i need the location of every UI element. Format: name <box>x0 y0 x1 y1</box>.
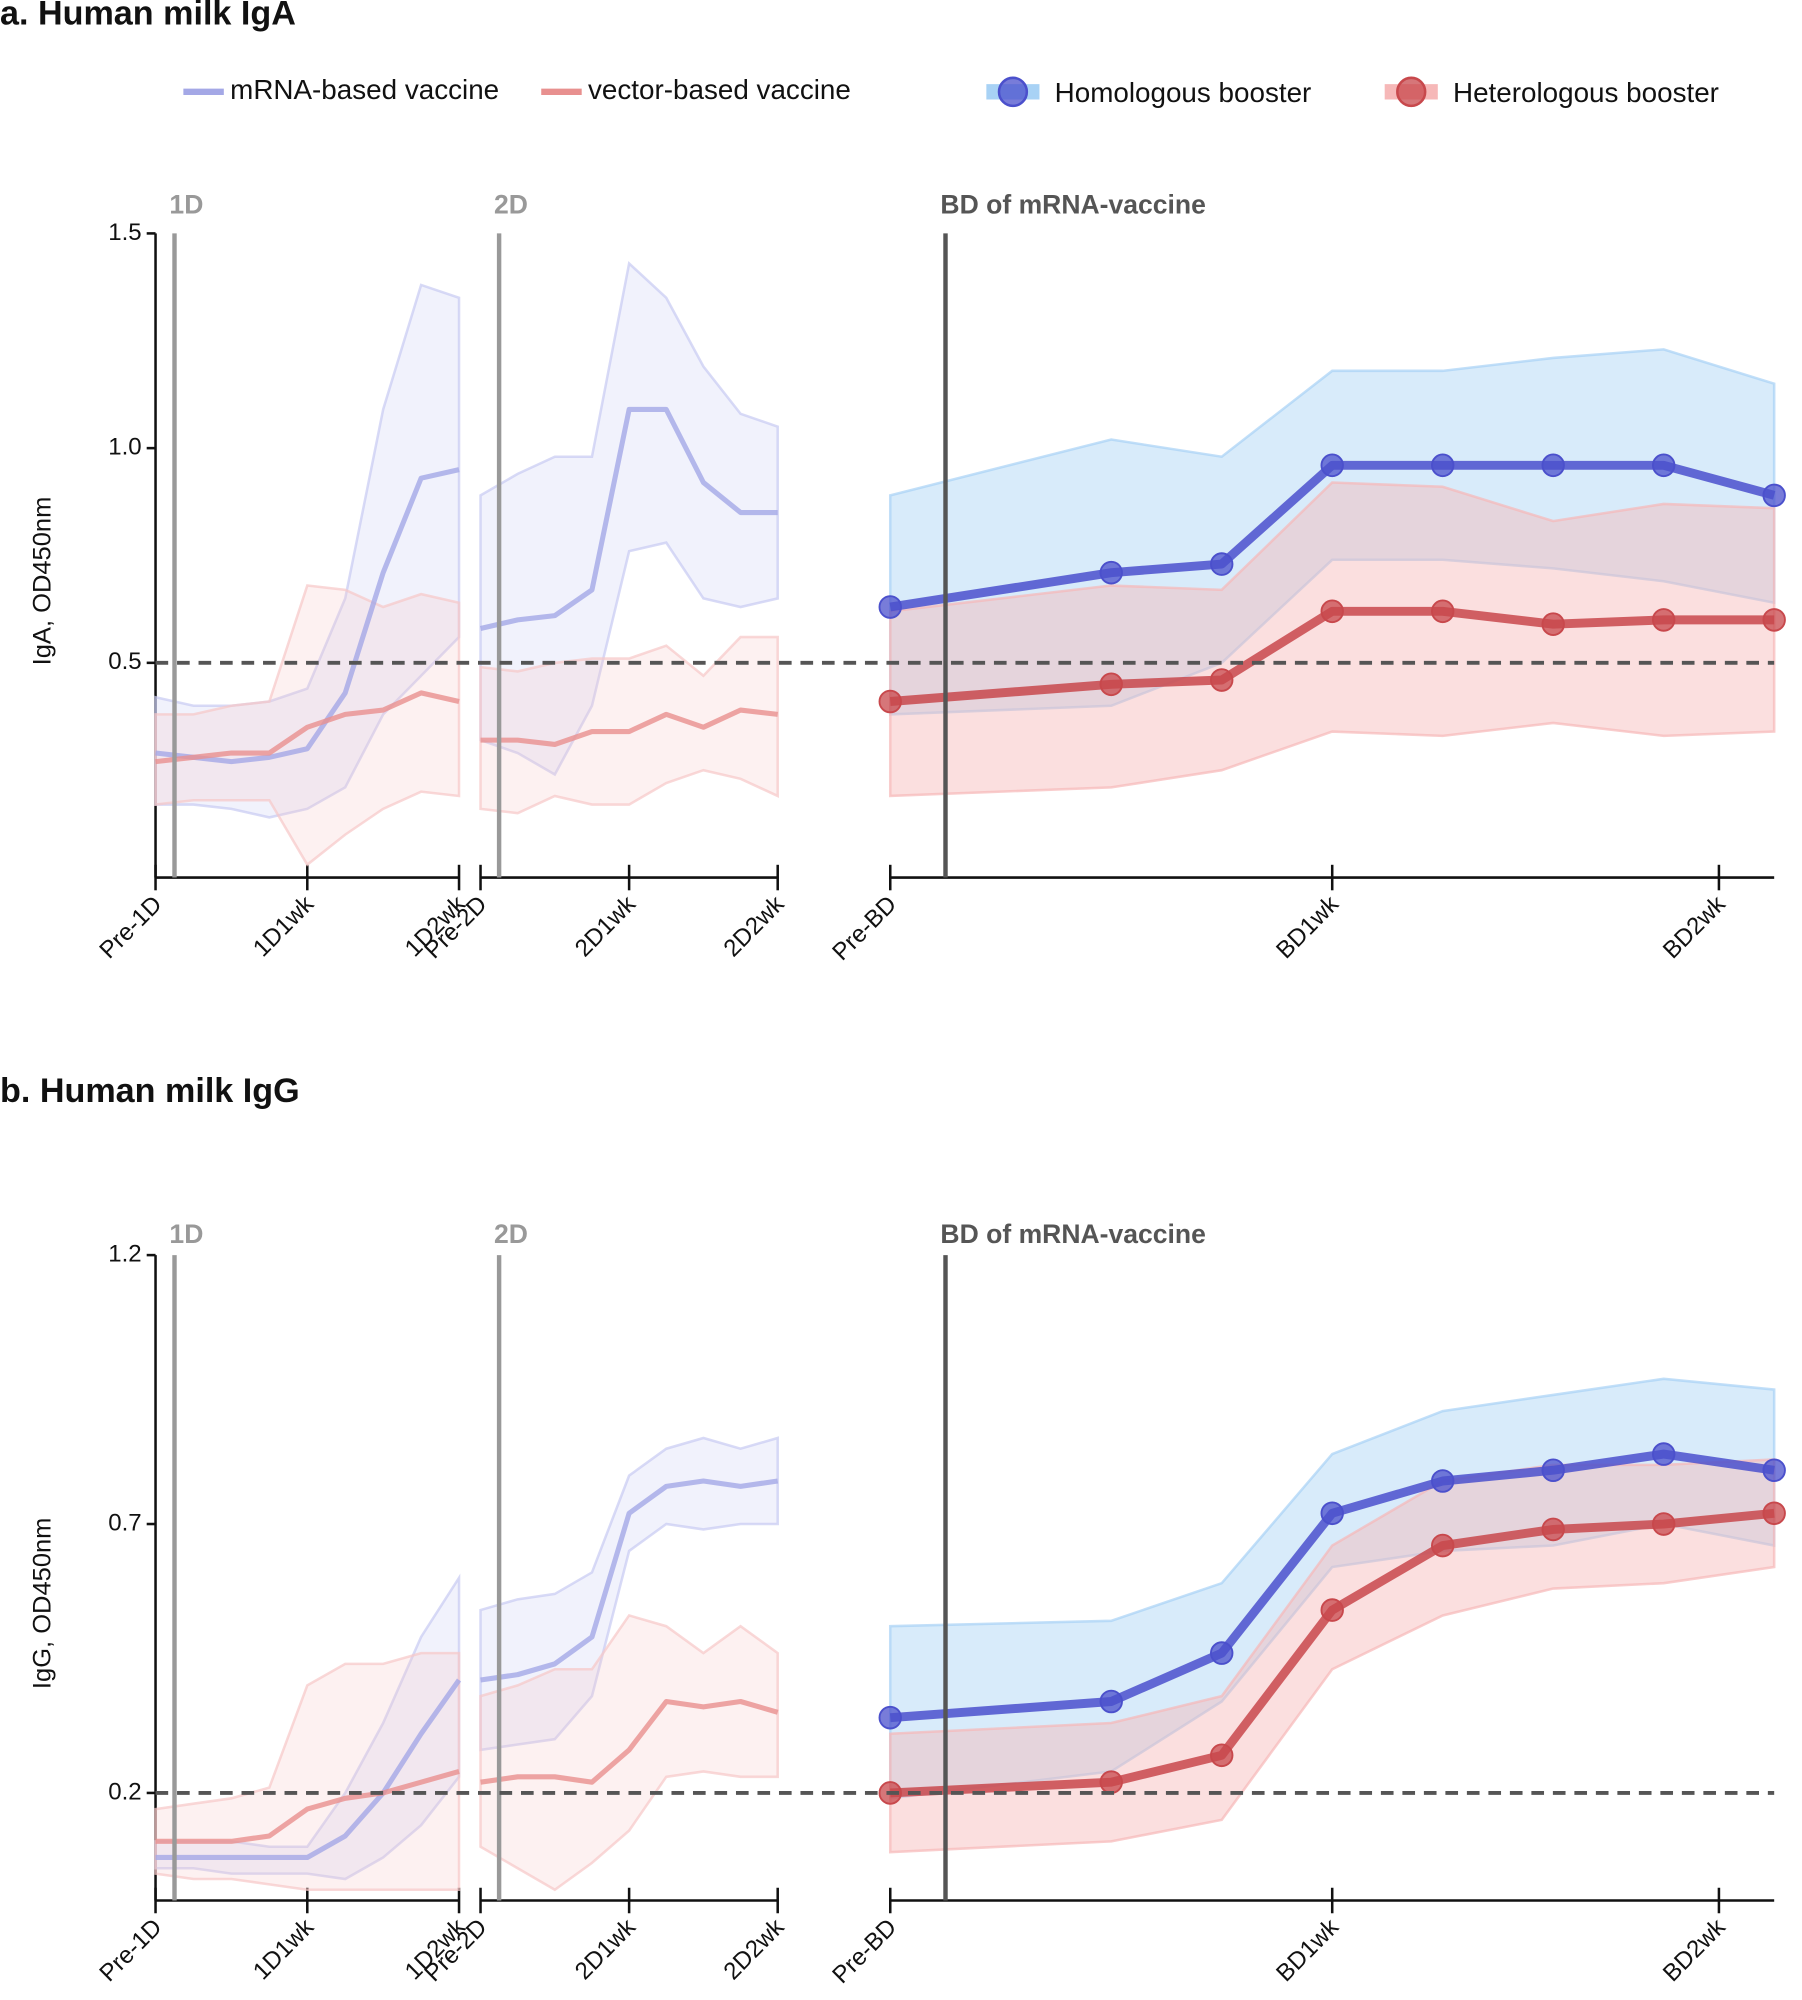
y-tick-label: 1.2 <box>108 1240 141 1267</box>
series-line <box>889 460 1776 612</box>
data-point <box>1541 1458 1565 1483</box>
event-label: BD of mRNA-vaccine <box>940 190 1205 220</box>
data-point <box>1099 1770 1123 1794</box>
band <box>479 1436 779 1752</box>
y-tick-label: 0.2 <box>108 1778 141 1805</box>
data-point <box>1541 453 1565 478</box>
data-point <box>1541 1517 1565 1542</box>
data-point <box>1210 1743 1234 1768</box>
y-tick-label: 0.7 <box>108 1509 141 1536</box>
x-tick-label: BD2wk <box>1658 890 1731 964</box>
legend-label: mRNA-based vaccine <box>230 74 499 105</box>
legend-label: Homologous booster <box>1055 77 1312 108</box>
x-tick-label: Pre-BD <box>827 891 902 966</box>
data-point <box>1762 483 1786 508</box>
data-point <box>1099 1689 1123 1714</box>
event-label: 1D <box>169 1219 203 1249</box>
event-label: 2D <box>494 1219 528 1249</box>
band <box>479 635 779 815</box>
data-point <box>878 689 902 714</box>
event-label: BD of mRNA-vaccine <box>940 1219 1205 1249</box>
data-point <box>1099 672 1123 697</box>
data-point <box>1431 453 1455 478</box>
series-line <box>155 467 460 765</box>
band <box>888 1458 1776 1854</box>
x-tick-label: Pre-1D <box>95 891 168 964</box>
data-point <box>1651 1512 1676 1536</box>
series-line <box>155 690 460 765</box>
series-line <box>890 1508 1775 1798</box>
data-point <box>878 595 902 619</box>
data-point <box>1320 453 1344 478</box>
series-line <box>480 1698 779 1785</box>
band <box>479 260 779 777</box>
legend-marker <box>997 76 1029 108</box>
x-tick-label: 1D1wk <box>248 1913 320 1985</box>
x-tick-label: BD1wk <box>1271 1913 1344 1987</box>
x-tick-label: Pre-1D <box>95 1914 168 1987</box>
panel-title: b. Human milk IgG <box>0 1072 300 1110</box>
y-tick-label: 1.5 <box>108 219 141 246</box>
data-point <box>1651 1442 1676 1466</box>
series-line <box>480 1478 779 1683</box>
y-axis-label: IgA, OD450nm <box>29 497 57 666</box>
legend-label: Heterologous booster <box>1453 77 1719 108</box>
panel-title: a. Human milk IgA <box>0 0 296 32</box>
band <box>888 481 1776 798</box>
x-tick-label: 2D1wk <box>570 890 642 962</box>
data-point <box>1210 668 1234 692</box>
series-line <box>889 1449 1775 1723</box>
data-point <box>1541 612 1565 636</box>
data-point <box>1320 1598 1344 1622</box>
data-point <box>1762 1458 1786 1483</box>
data-point <box>1762 1501 1786 1526</box>
data-point <box>1651 608 1676 632</box>
series-line <box>479 406 778 631</box>
event-label: 2D <box>494 190 528 220</box>
data-point <box>1431 1533 1455 1558</box>
data-point <box>1651 453 1676 478</box>
data-point <box>1320 1501 1344 1526</box>
data-point <box>1210 552 1234 576</box>
data-point <box>1099 560 1123 585</box>
legend-marker <box>1396 76 1427 108</box>
data-point <box>1431 599 1455 624</box>
y-tick-label: 0.5 <box>108 648 141 675</box>
data-point <box>1320 599 1344 624</box>
x-tick-label: Pre-BD <box>827 1914 902 1989</box>
band <box>154 1651 461 1892</box>
data-point <box>878 1705 902 1730</box>
series-line <box>155 1768 460 1844</box>
data-point <box>1431 1469 1455 1493</box>
x-tick-label: 2D2wk <box>719 890 791 962</box>
x-tick-label: 1D1wk <box>248 890 320 962</box>
x-tick-label: BD1wk <box>1271 890 1344 964</box>
series-line <box>889 606 1775 706</box>
data-point <box>1762 608 1786 632</box>
x-tick-label: 2D1wk <box>570 1913 642 1985</box>
x-tick-label: 2D2wk <box>719 1913 791 1985</box>
series-line <box>155 1678 462 1861</box>
data-point <box>1210 1641 1234 1665</box>
event-label: 1D <box>169 190 203 220</box>
y-axis-label: IgG, OD450nm <box>29 1518 57 1690</box>
legend-label: vector-based vaccine <box>588 74 851 105</box>
series-line <box>480 707 778 747</box>
x-tick-label: BD2wk <box>1658 1913 1731 1987</box>
y-tick-label: 1.0 <box>108 433 141 460</box>
